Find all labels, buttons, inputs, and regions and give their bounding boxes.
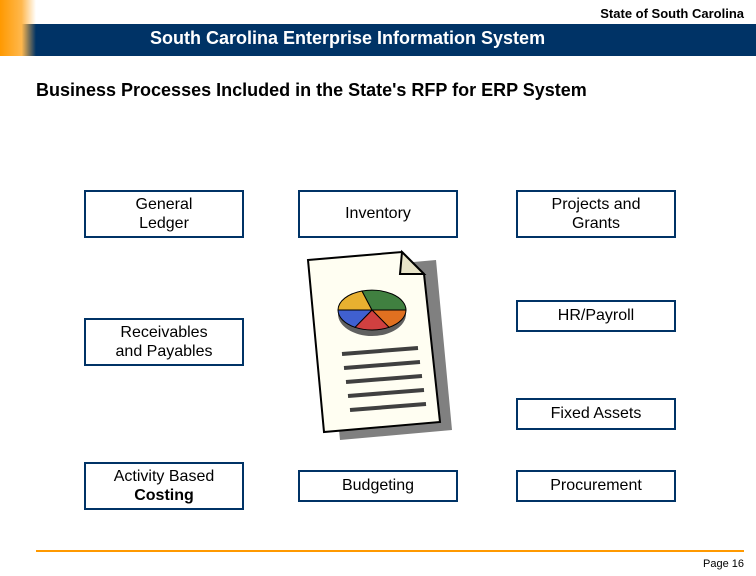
header-bar: State of South Carolina South Carolina E… xyxy=(0,0,756,56)
box-label: Procurement xyxy=(550,476,642,495)
box-general-ledger: GeneralLedger xyxy=(84,190,244,238)
section-title: Business Processes Included in the State… xyxy=(36,80,720,101)
box-receivables: Receivablesand Payables xyxy=(84,318,244,366)
footer-divider xyxy=(36,550,744,552)
box-label: Receivablesand Payables xyxy=(116,323,213,361)
box-budgeting: Budgeting xyxy=(298,470,458,502)
content-area: Business Processes Included in the State… xyxy=(0,56,756,560)
box-label: Budgeting xyxy=(342,476,414,495)
document-pie-graphic xyxy=(268,246,478,446)
box-label: HR/Payroll xyxy=(558,306,634,325)
document-pie-icon xyxy=(268,246,478,446)
box-inventory: Inventory xyxy=(298,190,458,238)
box-projects-grants: Projects andGrants xyxy=(516,190,676,238)
box-activity-costing: Activity Based Costing xyxy=(84,462,244,510)
header-orange-accent xyxy=(0,0,36,56)
box-label: Inventory xyxy=(345,204,411,223)
line2: Costing xyxy=(134,487,194,504)
box-fixed-assets: Fixed Assets xyxy=(516,398,676,430)
box-procurement: Procurement xyxy=(516,470,676,502)
super-title: State of South Carolina xyxy=(600,6,744,21)
box-label: Projects andGrants xyxy=(552,195,641,233)
line1: Activity Based xyxy=(114,468,214,485)
page-number: Page 16 xyxy=(703,558,744,570)
box-label: GeneralLedger xyxy=(136,195,193,233)
main-title: South Carolina Enterprise Information Sy… xyxy=(150,28,545,49)
box-hr-payroll: HR/Payroll xyxy=(516,300,676,332)
box-label: Fixed Assets xyxy=(551,404,642,423)
box-label: Activity Based Costing xyxy=(114,467,214,505)
pie-chart-icon xyxy=(338,290,406,336)
